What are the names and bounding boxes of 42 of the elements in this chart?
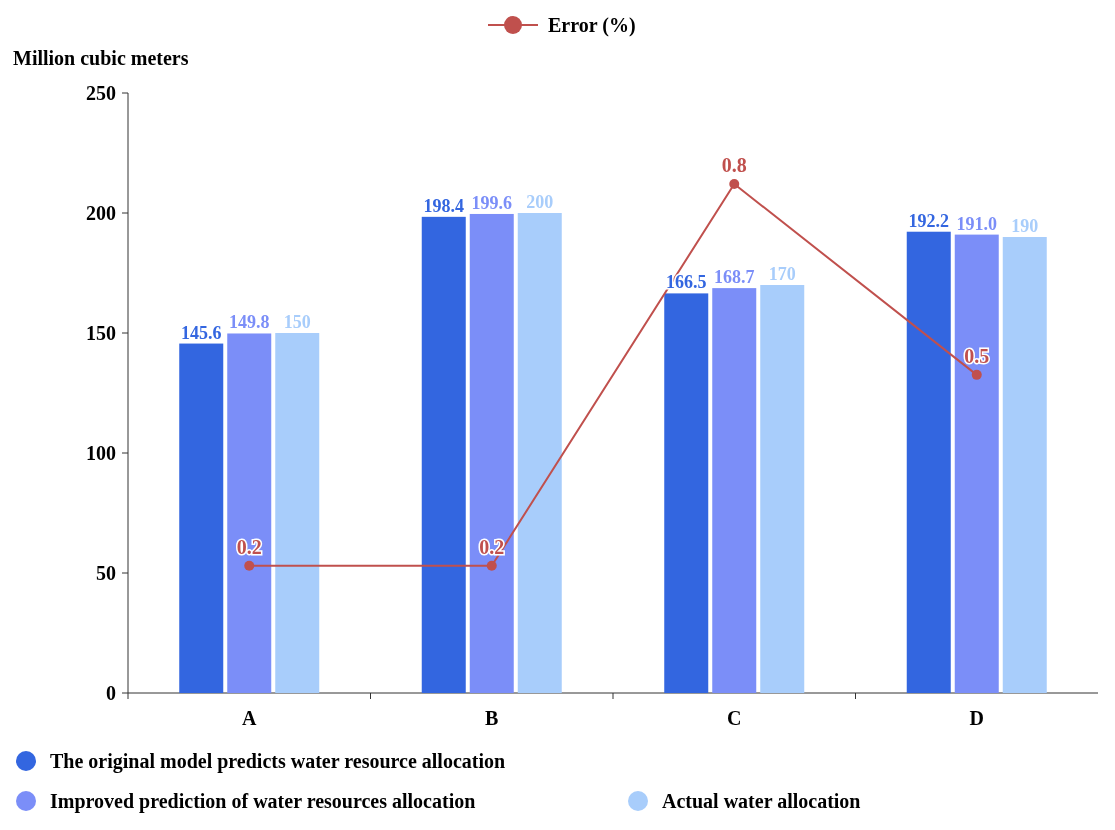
bar: [469, 213, 514, 693]
bar: [954, 234, 999, 693]
bar: [517, 213, 562, 693]
bar: [712, 288, 757, 693]
y-tick-label: 150: [86, 322, 116, 344]
legend-label: The original model predicts water resource allocation: [50, 750, 506, 773]
bar: [906, 231, 951, 693]
legend-label: Actual water allocation: [662, 790, 861, 812]
bar: [760, 285, 805, 693]
y-tick-label: 100: [86, 442, 116, 464]
legend-label: Error (%): [548, 14, 636, 37]
x-tick-label: A: [242, 707, 258, 729]
data-label: 149.8: [229, 312, 270, 333]
data-label: 198.4: [423, 195, 464, 216]
y-tick-label: 50: [96, 562, 116, 584]
y-tick-label: 0: [106, 682, 116, 704]
data-label: 191.0: [956, 213, 997, 234]
data-label: 199.6: [471, 192, 512, 213]
bar: [664, 293, 709, 693]
data-label: 170: [768, 264, 796, 284]
y-tick-label: 200: [86, 202, 116, 224]
x-tick-label: C: [727, 707, 742, 729]
data-label: 190: [1011, 216, 1039, 236]
y-tick-label: 250: [86, 82, 116, 104]
data-label: 200: [526, 192, 554, 212]
data-label: 192.2: [908, 210, 949, 231]
data-label: 150: [283, 312, 311, 332]
legend-label: Improved prediction of water resources allocation: [50, 790, 476, 813]
bar: [179, 343, 224, 693]
y-axis-title: Million cubic meters: [13, 47, 189, 69]
x-tick-label: D: [969, 707, 984, 729]
x-tick-label: B: [485, 707, 499, 729]
bar: [227, 333, 272, 693]
bar: [421, 216, 466, 693]
data-label: 0.8: [721, 153, 747, 176]
bar: [275, 333, 320, 693]
data-label: 0.2: [236, 535, 262, 558]
data-label: 0.2: [479, 535, 505, 558]
data-label: 168.7: [714, 267, 755, 288]
data-label: 145.6: [181, 322, 222, 343]
bar: [1002, 237, 1047, 693]
data-label: 0.5: [964, 344, 990, 367]
